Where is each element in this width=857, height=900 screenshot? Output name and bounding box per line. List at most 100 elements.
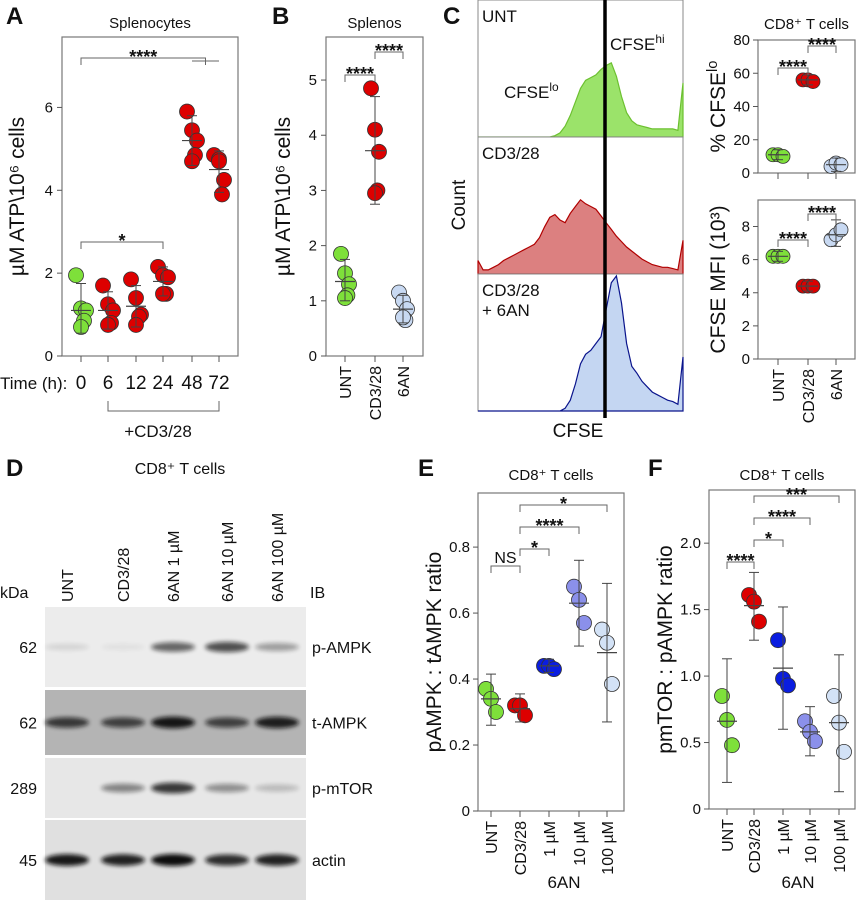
y-tick-label: 40	[733, 99, 750, 116]
significance-label: ****	[779, 57, 807, 77]
x-category-label: UNT	[484, 821, 501, 854]
scatter-panel-b: Splenos 0 1 2 3 4 5 µM ATP\10⁶ cells UNT CD3/28 6A…	[272, 15, 424, 420]
x-category-label: 12	[125, 373, 146, 394]
y-axis-label: pmTOR : pAMPK ratio	[654, 545, 677, 754]
y-tick-label: 1.5	[680, 602, 701, 619]
y-tick-label: 0	[462, 803, 470, 820]
x-category-label: 0	[76, 373, 87, 394]
y-tick-label: 6	[45, 99, 53, 116]
y-tick-label: 20	[733, 132, 750, 149]
y-tick-label: 2	[45, 265, 53, 282]
y-axis-label-main: % CFSE	[707, 72, 730, 153]
x-category-label: CD3/28	[801, 369, 818, 423]
gate-label-hi-sup: hi	[655, 32, 664, 46]
lane-label: 6AN 10 µM	[220, 522, 237, 602]
blot-band	[255, 854, 299, 866]
data-point	[371, 143, 387, 160]
data-point	[95, 277, 111, 294]
panel-letter-d: D	[6, 455, 23, 482]
significance-bracket	[807, 213, 837, 221]
significance-label: ****	[779, 229, 807, 249]
x-category-label: 6	[103, 373, 114, 394]
y-tick-label: 0	[693, 801, 701, 818]
significance-label: *	[118, 231, 125, 251]
significance-bracket	[753, 517, 811, 525]
plot-frame	[477, 492, 625, 812]
x-category-label: 6AN	[829, 369, 846, 400]
panel-letter-c: C	[443, 3, 460, 30]
significance-label: ****	[129, 47, 157, 67]
group-bracket	[107, 401, 220, 412]
panel-letter-f: F	[648, 455, 663, 482]
blot-band	[255, 784, 299, 792]
blot-target-label: p-AMPK	[312, 640, 372, 657]
plot-frame	[708, 489, 856, 810]
y-axis-label: pAMPK : tAMPK ratio	[423, 552, 446, 753]
significance-label: *	[560, 494, 567, 514]
histogram-label: CD3/28	[482, 281, 540, 300]
significance-label: ***	[786, 485, 807, 505]
significance-label: ****	[375, 41, 403, 61]
lane-label: CD3/28	[116, 548, 133, 602]
group-label: 6AN	[547, 873, 580, 892]
data-point	[68, 267, 84, 284]
panel-letter-b: B	[272, 3, 289, 30]
x-category-label: CD3/28	[368, 366, 385, 420]
data-point	[576, 615, 592, 631]
y-tick-label: 0	[742, 351, 750, 368]
y-tick-label: 0.5	[680, 735, 701, 752]
y-tick-label: 2	[742, 318, 750, 335]
blot-target-label: actin	[312, 853, 346, 870]
x-category-label: UNT	[771, 369, 788, 402]
data-point	[724, 737, 740, 754]
blot-band	[101, 643, 145, 651]
x-category-label: 100 µM	[832, 819, 849, 873]
plot-frame	[757, 199, 856, 360]
gate-label-lo-sup: lo	[549, 80, 559, 94]
y-axis-label: µM ATP\10⁶ cells	[272, 117, 295, 276]
x-category-label: 48	[181, 373, 202, 394]
panel-title: Splenocytes	[109, 15, 191, 32]
blot-band	[45, 717, 89, 728]
data-point	[780, 677, 796, 694]
blot-band	[205, 641, 249, 653]
blot-band	[205, 717, 249, 728]
significance-bracket	[777, 67, 809, 75]
data-point	[751, 613, 767, 630]
blot-band	[205, 783, 249, 793]
x-category-label: 24	[152, 373, 174, 394]
y-tick-label: 0	[45, 348, 53, 365]
y-tick-label: 0.4	[449, 671, 470, 688]
y-tick-label: 1.0	[680, 668, 701, 685]
blot-band	[255, 716, 299, 729]
blot-band	[151, 642, 195, 652]
data-point	[333, 245, 349, 262]
significance-bracket	[807, 45, 837, 53]
panel-title: CD8⁺ T cells	[509, 467, 594, 484]
significance-bracket	[519, 504, 608, 512]
gate-label-lo-main: CFSE	[504, 83, 549, 102]
western-blot: CD8⁺ T cells kDa IB UNT CD3/28 6AN 1 µM 6AN 10…	[0, 461, 373, 900]
significance-label: ****	[768, 507, 796, 527]
y-tick-label: 2.0	[680, 535, 701, 552]
y-axis-label: CFSE MFI (10³)	[707, 205, 730, 353]
panel-letter-a: A	[6, 3, 23, 30]
x-category-label: UNT	[338, 366, 355, 399]
significance-bracket	[519, 548, 550, 556]
x-category-label: 10 µM	[803, 819, 820, 864]
significance-bracket	[490, 565, 521, 573]
panel-title: CD8⁺ T cells	[764, 16, 849, 33]
histogram-label: CD3/28	[482, 144, 540, 163]
y-tick-label: 80	[733, 32, 750, 49]
blot-target-label: p-mTOR	[312, 781, 373, 798]
x-category-label: 100 µM	[600, 821, 617, 875]
y-tick-label: 1	[309, 293, 317, 310]
scatter-panel-c-mfi: 0 2 4 6 8 CFSE MFI (10³) UNT CD3/28 6AN ********	[707, 199, 856, 423]
y-axis-label: µM ATP\10⁶ cells	[6, 117, 29, 276]
kda-value: 289	[10, 781, 37, 798]
y-tick-label: 0	[742, 165, 750, 182]
x-category-label: 72	[208, 373, 229, 394]
